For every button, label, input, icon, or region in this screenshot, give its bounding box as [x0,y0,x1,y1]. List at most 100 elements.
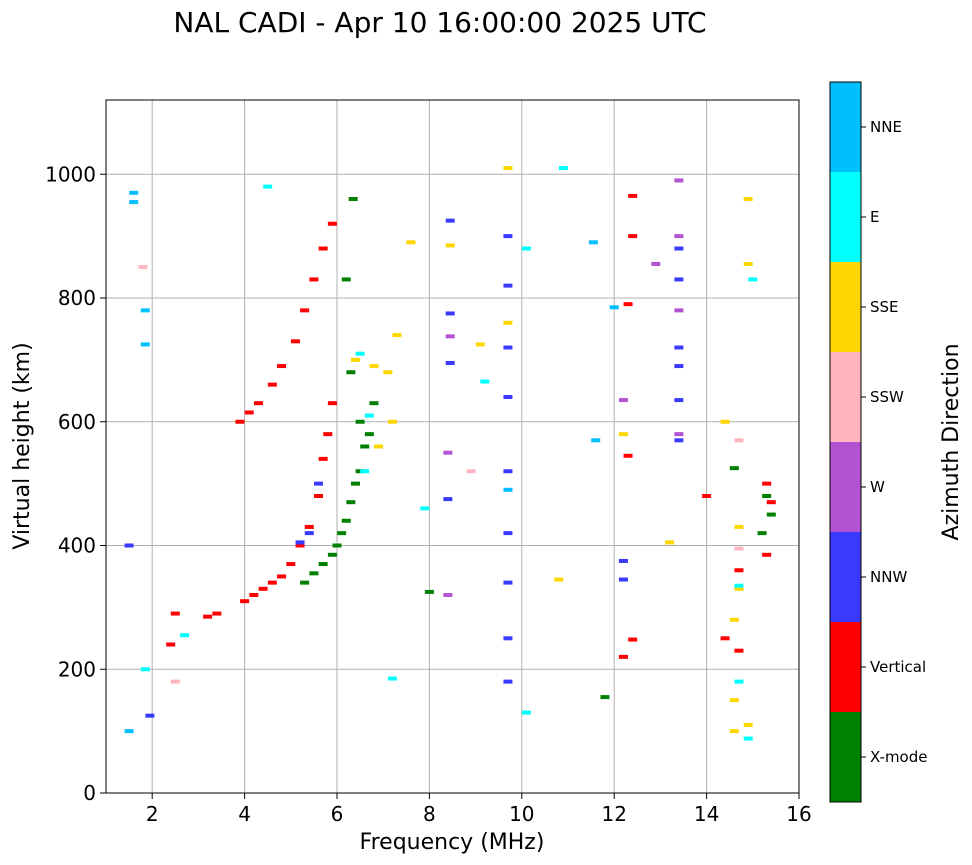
data-point [145,713,155,718]
data-point [360,469,370,474]
data-point [503,345,513,350]
colorbar-segment [830,262,861,352]
data-point [743,736,753,741]
data-point [327,221,337,226]
data-point [729,729,739,734]
data-point [203,614,213,619]
data-point [503,580,513,585]
data-point [443,497,453,502]
data-point [364,413,374,418]
colorbar-label: Azimuth Direction [939,343,964,540]
data-point [332,543,342,548]
series-sse [350,166,753,734]
data-point [503,283,513,288]
data-point [346,500,356,505]
data-point [355,351,365,356]
x-axis-label: Frequency (MHz) [360,830,545,855]
data-point [762,494,772,498]
data-point [729,617,739,622]
data-point [729,698,739,703]
data-point [674,398,684,403]
data-point [445,360,455,365]
data-point [558,166,568,171]
data-point [314,494,324,498]
data-point [170,679,180,684]
data-point [762,552,772,557]
data-point [267,382,277,387]
data-point [734,568,744,573]
data-point [387,419,397,424]
data-point [503,320,513,325]
data-point [734,648,744,653]
colorbar-frame [829,81,862,803]
data-point [170,611,180,616]
y-axis: 0 200 400 600 800 1000 [45,162,106,805]
data-point [480,379,490,384]
data-point [300,308,310,313]
data-point [350,481,360,486]
y-tick-label: 1000 [45,162,96,186]
data-point [743,197,753,201]
data-point [588,240,598,245]
data-point [503,531,513,536]
data-point [665,540,675,545]
data-point [369,364,379,369]
data-point [734,679,744,684]
chart-title: NAL CADI - Apr 10 16:00:00 2025 UTC [173,6,706,39]
data-point [503,679,513,684]
series-ssw [138,265,744,684]
data-point [623,453,633,458]
colorbar-tick-label: SSW [870,388,904,406]
data-point [554,577,564,582]
data-point [364,432,374,437]
y-tick-label: 800 [58,286,96,310]
data-point [244,410,254,415]
colorbar-segment [830,622,861,712]
y-tick-label: 200 [58,657,96,681]
data-point [762,481,772,486]
data-point [387,676,397,681]
data-point [374,444,384,449]
data-point [304,524,314,529]
data-point [623,302,633,307]
data-point [445,334,455,339]
data-point [318,456,328,461]
data-point [212,611,222,616]
data-point [503,636,513,641]
y-tick-label: 600 [58,410,96,434]
data-point [757,531,767,536]
data-point [743,722,753,727]
data-point [734,438,744,443]
data-point [503,487,513,492]
x-tick-label: 6 [331,802,344,826]
data-point [309,571,319,576]
data-point [249,593,259,597]
data-point [258,586,268,591]
grid [106,100,800,794]
data-point [327,401,337,406]
series-e [140,166,758,741]
data-point [628,637,638,642]
data-point [355,469,365,474]
colorbar: X-mode Vertical NNW W SSW SSE E NNE [829,81,927,803]
data-point [348,197,358,201]
data-point [424,589,434,594]
colorbar-tick-label: W [870,478,885,496]
x-tick-label: 2 [146,802,159,826]
data-point [140,342,150,347]
data-point [651,261,661,266]
data-point [503,234,513,239]
data-point [327,552,337,557]
data-point [521,246,531,251]
data-point [503,469,513,474]
data-point [295,543,305,548]
data-point [734,546,744,551]
plot-frame [105,99,800,794]
colorbar-tick-label: NNE [870,118,902,136]
data-point [318,562,328,567]
data-point [618,558,628,563]
data-point [309,277,319,282]
data-point [734,583,744,588]
data-point [674,432,684,437]
